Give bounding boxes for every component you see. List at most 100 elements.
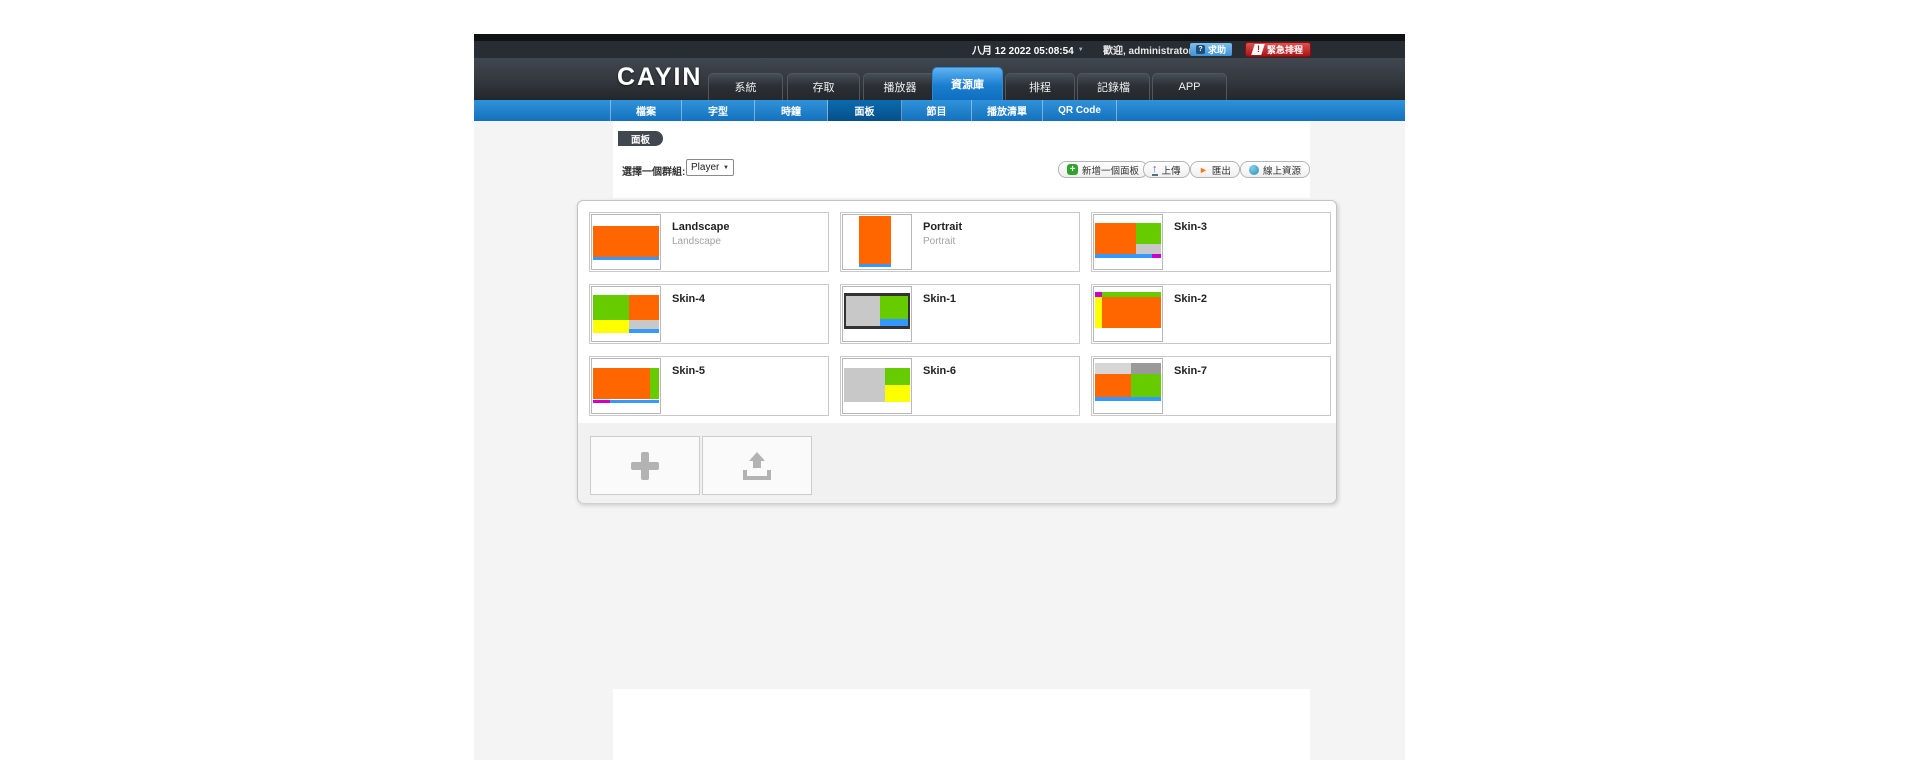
skin-tile[interactable]: Skin-1	[840, 284, 1080, 344]
emergency-schedule-button[interactable]: ! 緊急排程	[1245, 42, 1312, 57]
skin-thumbnail	[591, 214, 661, 270]
cayin-logo: CAYIN	[617, 63, 703, 91]
tab-player[interactable]: 播放器	[863, 73, 937, 100]
skin-title: Skin-7	[1174, 365, 1208, 377]
next-section-panel	[613, 689, 1310, 760]
subnav-item-playlist[interactable]: 播放清單	[972, 100, 1043, 121]
window-top-strip	[474, 34, 1405, 41]
tab-schedule[interactable]: 排程	[1005, 73, 1075, 100]
skin-thumbnail	[842, 286, 912, 342]
thumb-zone-orange	[1102, 297, 1161, 329]
skin-tile[interactable]: Portrait Portrait	[840, 212, 1080, 272]
subnav-item-files[interactable]: 檔案	[610, 100, 682, 121]
skin-thumbnail	[1093, 214, 1163, 270]
subnav-item-clock[interactable]: 時鐘	[755, 100, 828, 121]
online-resource-button[interactable]: 線上資源	[1240, 161, 1311, 178]
skin-tile-text: Skin-2	[1174, 293, 1207, 305]
thumb-zone-blue	[1095, 253, 1153, 258]
online-resource-icon	[1249, 164, 1259, 175]
thumb-zone-gray	[1136, 243, 1161, 254]
subnav-item-skin[interactable]: 面板	[828, 100, 902, 121]
export-label: 匯出	[1211, 165, 1231, 177]
upload-button[interactable]: ↑ 上傳	[1143, 161, 1190, 178]
skin-tile-text: Landscape Landscape	[672, 221, 729, 247]
skin-thumbnail	[591, 358, 661, 414]
add-icon: +	[1067, 164, 1078, 175]
upload-tray-icon	[743, 451, 771, 480]
thumb-zone-gray	[629, 320, 659, 329]
group-select-label: 選擇一個群組:	[622, 167, 686, 178]
export-button[interactable]: ► 匯出	[1190, 161, 1240, 178]
upload-skin-tile-button[interactable]	[702, 436, 812, 495]
export-icon: ►	[1199, 164, 1208, 175]
thumb-zone-blue	[880, 318, 908, 327]
tab-system[interactable]: 系統	[708, 73, 783, 100]
thumb-zone-darkgray	[1131, 363, 1161, 374]
thumb-zone-orange	[593, 225, 659, 257]
upload-label: 上傳	[1161, 165, 1181, 177]
question-icon: ?	[1196, 45, 1205, 54]
subnav-item-fonts[interactable]: 字型	[682, 100, 755, 121]
skin-tile[interactable]: Skin-2	[1091, 284, 1331, 344]
thumb-zone-blue	[859, 263, 891, 268]
add-skin-label: 新增一個面板	[1082, 165, 1140, 177]
skin-thumbnail	[842, 214, 912, 270]
thumb-zone-blue	[629, 328, 659, 334]
skin-tile-text: Skin-6	[923, 365, 956, 377]
skin-tile[interactable]: Landscape Landscape	[589, 212, 829, 272]
thumb-zone-green	[885, 367, 910, 385]
chevron-down-icon: ▼	[723, 164, 729, 171]
subnav-item-program[interactable]: 節目	[902, 100, 972, 121]
thumb-zone-orange	[1095, 373, 1132, 397]
help-label: 求助	[1208, 45, 1227, 55]
online-resource-label: 線上資源	[1263, 165, 1302, 177]
skin-tile-text: Skin-3	[1174, 221, 1207, 233]
help-button[interactable]: ? 求助	[1190, 43, 1233, 56]
thumb-zone-green	[1102, 292, 1161, 298]
tab-logs[interactable]: 記錄檔	[1077, 73, 1150, 100]
add-skin-button[interactable]: + 新增一個面板	[1058, 161, 1149, 178]
skin-tile[interactable]: Skin-5	[589, 356, 829, 416]
skin-subtitle: Landscape	[672, 236, 721, 247]
skin-thumbnail	[842, 358, 912, 414]
skin-tile[interactable]: Skin-7	[1091, 356, 1331, 416]
skin-tile-text: Skin-5	[672, 365, 705, 377]
thumb-zone-lightgray	[1095, 363, 1132, 374]
skin-title: Portrait	[923, 221, 963, 233]
skin-title: Landscape	[672, 221, 730, 233]
group-select[interactable]: Player ▼	[686, 159, 734, 176]
skin-title: Skin-2	[1174, 293, 1208, 305]
add-skin-tile-button[interactable]	[590, 436, 700, 495]
thumb-zone-blue	[609, 399, 659, 404]
skin-title: Skin-4	[672, 293, 706, 305]
thumb-zone-blue	[1095, 396, 1161, 402]
group-select-value: Player	[691, 162, 720, 173]
tab-access[interactable]: 存取	[787, 73, 860, 100]
app-window: 八月 12 2022 05:08:54 ▼ 歡迎, administrator …	[474, 34, 1405, 760]
thumb-zone-magenta	[593, 399, 610, 404]
skin-tile[interactable]: Skin-3	[1091, 212, 1331, 272]
skin-tile[interactable]: Skin-6	[840, 356, 1080, 416]
user-menu[interactable]: 歡迎, administrator ▼	[1103, 41, 1202, 58]
subnav-item-qrcode[interactable]: QR Code	[1043, 100, 1117, 121]
thumb-zone-gray	[844, 367, 886, 403]
thumb-zone-magenta	[1152, 253, 1161, 258]
tab-app[interactable]: APP	[1152, 73, 1227, 100]
main-header: CAYIN 系統 存取 播放器 資源庫 排程 記錄檔 APP	[474, 58, 1405, 100]
skin-list-container: Landscape Landscape Portrait Portrait Sk…	[577, 200, 1337, 503]
skin-tile-text: Skin-7	[1174, 365, 1207, 377]
skin-thumbnail	[591, 286, 661, 342]
thumb-zone-orange	[629, 294, 659, 321]
info-bar: 八月 12 2022 05:08:54 ▼ 歡迎, administrator …	[474, 41, 1405, 58]
thumb-zone-orange	[593, 367, 651, 400]
skin-thumbnail	[1093, 286, 1163, 342]
tab-library[interactable]: 資源庫	[932, 67, 1003, 100]
skin-tile[interactable]: Skin-4	[589, 284, 829, 344]
datetime-display[interactable]: 八月 12 2022 05:08:54 ▼	[972, 41, 1084, 58]
skin-title: Skin-1	[923, 293, 957, 305]
thumb-zone-green	[1131, 373, 1161, 397]
thumb-zone-orange	[859, 216, 891, 264]
skin-title: Skin-3	[1174, 221, 1208, 233]
thumb-zone-orange	[1095, 223, 1137, 254]
